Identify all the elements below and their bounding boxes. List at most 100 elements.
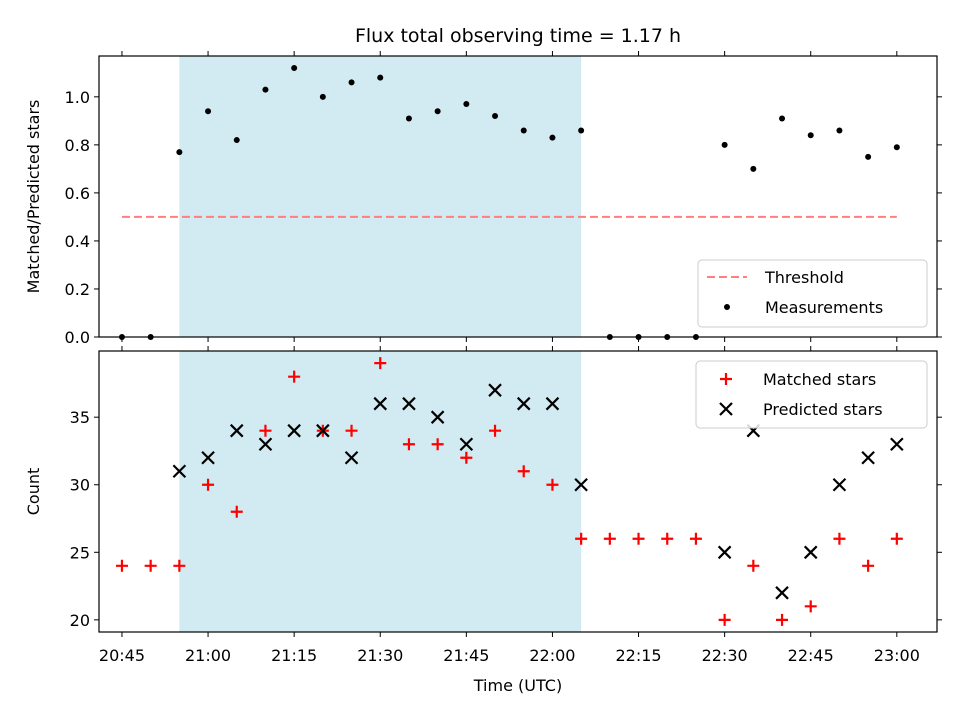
measurement-point [205,108,212,115]
predicted-star-point [861,450,875,465]
x-axis-label: Time (UTC) [473,676,562,695]
predicted-star-point [832,477,847,492]
predicted-star-point [287,423,301,438]
legend-box [695,360,928,429]
predicted-star-point [545,396,560,411]
y-tick-label: 25 [70,543,90,562]
measurement-point [836,127,843,134]
predicted-star-point [775,586,789,600]
predicted-star-point [890,437,904,451]
legend-threshold-label: Threshold [764,268,844,287]
measurement-point [492,113,499,120]
legend-predicted-swatch [719,402,733,416]
measurement-point [807,132,814,139]
measurement-point [262,86,269,93]
measurement-point [348,79,355,86]
matched-star-point [747,559,760,572]
top-panel: 0.0 0.2 0.4 0.6 0.8 1.0 Matched/Predicted star… [24,51,942,347]
bottom-panel: 20:45 21:00 21:15 21:30 21:45 22:00 22:15 22:30… [24,346,942,695]
measurement-point [578,127,585,134]
matched-star-point [575,532,588,545]
axes-frame [98,350,938,633]
measurement-point [779,115,786,122]
x-tick-label: 21:00 [185,646,231,665]
matched-star-point [833,532,846,545]
matched-star-point [173,559,186,572]
matched-star-point [144,559,157,572]
legend-measurements-label: Measurements [765,298,883,317]
measurement-point [377,74,384,81]
predicted-star-point [344,450,359,465]
matched-star-point [689,532,702,545]
y-axis-label: Count [24,468,43,516]
observing-span [179,351,582,632]
matched-star-point [718,613,731,626]
matched-star-point [431,438,444,451]
y-tick-label: 30 [70,476,90,495]
y-tick-label: 0.6 [65,184,90,203]
predicted-star-point [229,423,244,438]
measurement-point [405,115,412,122]
measurement-point [319,93,326,100]
measurement-point [520,127,527,134]
legend-box [697,259,928,328]
x-tick-label: 22:15 [615,646,661,665]
matched-star-point [202,478,215,491]
axes-frame [98,55,938,338]
y-axis-label: Matched/Predicted stars [24,100,43,294]
legend-predicted-label: Predicted stars [763,400,883,419]
matched-star-point [489,424,502,437]
x-tick-label: 21:45 [443,646,489,665]
matched-star-point [517,465,530,478]
predicted-star-point [459,437,474,451]
measurement-point [549,134,556,141]
x-tick-label: 22:45 [788,646,834,665]
measurement-point [750,165,757,172]
measurement-point [233,137,240,144]
measurement-point [291,65,298,72]
matched-star-point [862,559,875,572]
matched-star-point [402,438,415,451]
x-tick-label: 21:30 [357,646,403,665]
matched-star-point [603,532,616,545]
matched-star-point [661,532,674,545]
measurement-point [463,101,470,108]
measurement-point [176,149,183,156]
measurement-point [721,141,728,148]
predicted-star-point [373,396,388,411]
legend-matched-label: Matched stars [763,370,876,389]
matched-star-point [288,370,301,383]
predicted-star-point [172,464,187,479]
x-tick-label: 20:45 [99,646,145,665]
matched-star-point [115,559,128,572]
y-tick-label: 0.0 [65,328,90,347]
legend-measurements-swatch [724,304,730,310]
y-tick-label: 35 [70,408,90,427]
legend-matched-swatch [720,373,732,385]
x-tick-label: 21:15 [271,646,317,665]
matched-star-point [804,600,817,613]
measurement-point [865,153,872,160]
matched-star-point [776,613,789,626]
predicted-star-point [402,396,416,411]
matched-star-point [230,505,243,518]
observing-span [179,56,582,337]
matched-star-point [345,424,358,437]
x-tick-label: 23:00 [874,646,920,665]
y-tick-label: 1.0 [65,88,90,107]
predicted-star-point [516,396,531,411]
matched-star-point [259,424,272,437]
measurement-point [434,108,441,115]
matched-star-point [632,532,645,545]
predicted-star-point [574,477,588,492]
matched-star-point [890,532,903,545]
measurement-point [893,144,900,151]
predicted-star-point [488,383,502,397]
predicted-star-point [201,450,215,465]
matched-star-point [374,357,387,370]
chart-title: Flux total observing time = 1.17 h [355,25,681,47]
predicted-star-point [717,545,732,560]
y-tick-label: 20 [70,611,90,630]
predicted-star-point [430,410,445,424]
